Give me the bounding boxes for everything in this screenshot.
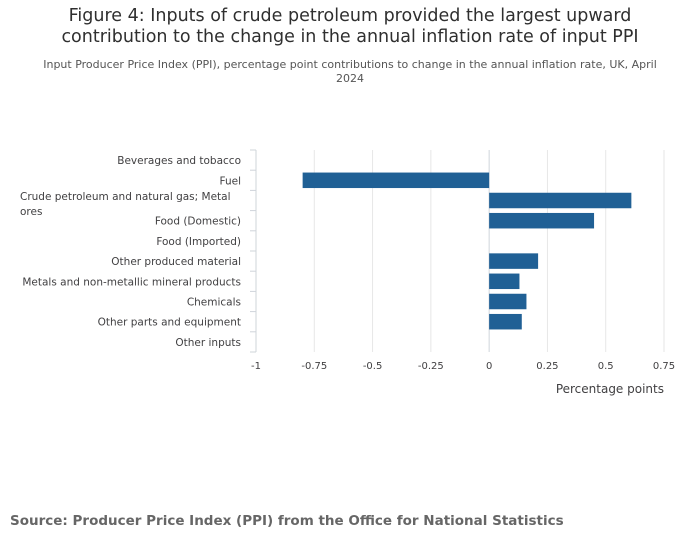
x-tick-label: 0 bbox=[486, 361, 492, 372]
bar bbox=[489, 293, 527, 310]
bar bbox=[302, 172, 490, 189]
y-axis bbox=[250, 149, 257, 353]
x-tick-label: 0.5 bbox=[598, 361, 614, 372]
x-tick-label: -0.75 bbox=[301, 361, 327, 372]
category-label: Other inputs bbox=[175, 337, 241, 349]
category-labels: Beverages and tobacco Fuel Crude petroleum… bbox=[20, 155, 241, 349]
bar bbox=[489, 313, 522, 330]
x-tick-label: -0.5 bbox=[363, 361, 383, 372]
bars bbox=[302, 172, 632, 330]
chart-subtitle: Input Producer Price Index (PPI), percen… bbox=[43, 58, 657, 85]
bar bbox=[489, 253, 539, 269]
category-label: Other parts and equipment bbox=[98, 317, 241, 329]
bar bbox=[489, 192, 632, 209]
category-label: Crude petroleum and natural gas; Metal or… bbox=[20, 191, 231, 218]
category-label: Fuel bbox=[220, 175, 242, 187]
source-note: Source: Producer Price Index (PPI) from … bbox=[10, 513, 564, 529]
bar bbox=[489, 273, 520, 290]
x-tick-labels: -1 -0.75 -0.5 -0.25 0 0.25 0.5 0.75 bbox=[251, 361, 675, 372]
x-tick-label: 0.75 bbox=[653, 361, 675, 372]
category-label: Beverages and tobacco bbox=[117, 155, 241, 167]
x-tick-label: -1 bbox=[251, 361, 261, 372]
category-label: Metals and non-metallic mineral products bbox=[22, 276, 241, 288]
chart-title: Figure 4: Inputs of crude petroleum prov… bbox=[61, 6, 639, 47]
x-tick-label: 0.25 bbox=[536, 361, 558, 372]
category-label: Chemicals bbox=[187, 297, 241, 309]
category-label: Food (Imported) bbox=[156, 236, 241, 248]
x-tick-label: -0.25 bbox=[418, 361, 444, 372]
x-axis-label: Percentage points bbox=[556, 382, 664, 396]
category-label: Other produced material bbox=[111, 256, 241, 268]
bar bbox=[489, 212, 595, 229]
category-label: Food (Domestic) bbox=[155, 216, 241, 228]
